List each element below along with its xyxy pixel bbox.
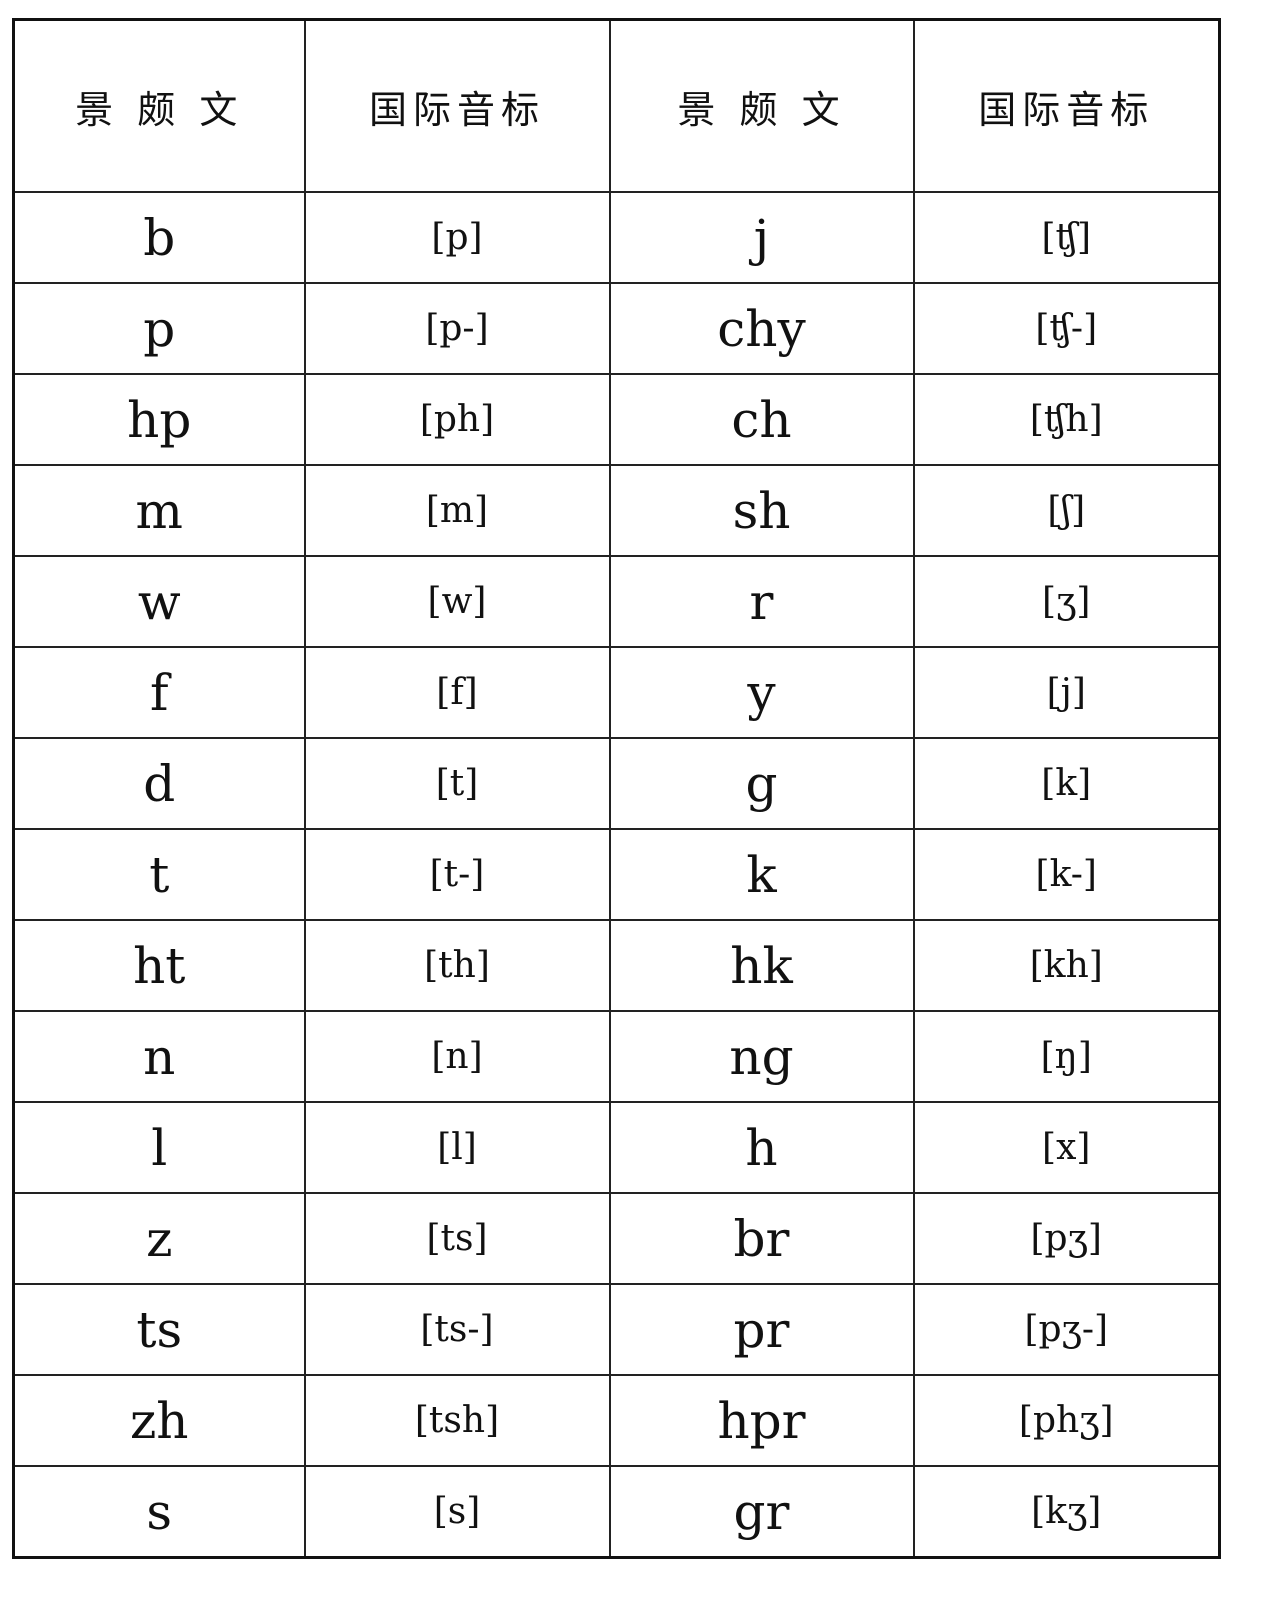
table-row: t [t-] k [k-] [12,828,1221,921]
table-row: zh [tsh] hpr [phʒ] [12,1374,1221,1467]
jingpho-letter: ht [12,919,306,1012]
ipa-symbol: [p] [303,191,611,284]
jingpho-letter: n [12,1010,306,1103]
jingpho-letter: t [12,828,306,921]
ipa-symbol: [pʒ] [912,1192,1221,1285]
jingpho-letter: hpr [608,1374,915,1467]
table-row: p [p-] chy [ʧ-] [12,282,1221,375]
jingpho-letter: g [608,737,915,830]
ipa-symbol: [th] [303,919,611,1012]
ipa-symbol: [k] [912,737,1221,830]
jingpho-letter: y [608,646,915,739]
table-row: w [w] r [ʒ] [12,555,1221,648]
jingpho-letter: gr [608,1465,915,1559]
header-ipa-2: 国际音标 [912,18,1221,193]
jingpho-letter: s [12,1465,306,1559]
jingpho-letter: ch [608,373,915,466]
jingpho-letter: w [12,555,306,648]
ipa-symbol: [t] [303,737,611,830]
header-jingpho-2: 景 颇 文 [608,18,915,193]
jingpho-letter: ts [12,1283,306,1376]
ipa-symbol: [x] [912,1101,1221,1194]
ipa-symbol: [ʧ] [912,191,1221,284]
ipa-symbol: [s] [303,1465,611,1559]
ipa-symbol: [f] [303,646,611,739]
ipa-symbol: [n] [303,1010,611,1103]
jingpho-letter: pr [608,1283,915,1376]
ipa-symbol: [m] [303,464,611,557]
jingpho-letter: j [608,191,915,284]
ipa-symbol: [ŋ] [912,1010,1221,1103]
ipa-symbol: [ʒ] [912,555,1221,648]
table-row: hp [ph] ch [ʧh] [12,373,1221,466]
table-row: ht [th] hk [kh] [12,919,1221,1012]
ipa-symbol: [ts] [303,1192,611,1285]
jingpho-letter: l [12,1101,306,1194]
jingpho-letter: z [12,1192,306,1285]
jingpho-letter: m [12,464,306,557]
ipa-symbol: [ʃ] [912,464,1221,557]
jingpho-letter: p [12,282,306,375]
ipa-symbol: [t-] [303,828,611,921]
ipa-symbol: [tsh] [303,1374,611,1467]
header-ipa-1: 国际音标 [303,18,611,193]
table-row: m [m] sh [ʃ] [12,464,1221,557]
table-row: s [s] gr [kʒ] [12,1465,1221,1559]
ipa-symbol: [w] [303,555,611,648]
table-row: z [ts] br [pʒ] [12,1192,1221,1285]
ipa-symbol: [phʒ] [912,1374,1221,1467]
header-jingpho-1: 景 颇 文 [12,18,306,193]
table-row: b [p] j [ʧ] [12,191,1221,284]
jingpho-letter: k [608,828,915,921]
ipa-symbol: [k-] [912,828,1221,921]
jingpho-letter: d [12,737,306,830]
jingpho-letter: hk [608,919,915,1012]
ipa-symbol: [p-] [303,282,611,375]
jingpho-letter: hp [12,373,306,466]
ipa-symbol: [ts-] [303,1283,611,1376]
jingpho-letter: f [12,646,306,739]
table-row: n [n] ng [ŋ] [12,1010,1221,1103]
jingpho-letter: sh [608,464,915,557]
ipa-symbol: [ʧ-] [912,282,1221,375]
ipa-symbol: [ph] [303,373,611,466]
table-row: ts [ts-] pr [pʒ-] [12,1283,1221,1376]
jingpho-letter: zh [12,1374,306,1467]
jingpho-letter: ng [608,1010,915,1103]
ipa-symbol: [j] [912,646,1221,739]
ipa-symbol: [pʒ-] [912,1283,1221,1376]
jingpho-letter: br [608,1192,915,1285]
table-row: f [f] y [j] [12,646,1221,739]
ipa-symbol: [ʧh] [912,373,1221,466]
jingpho-letter: b [12,191,306,284]
header-row: 景 颇 文 国际音标 景 颇 文 国际音标 [12,18,1221,193]
jingpho-ipa-table: 景 颇 文 国际音标 景 颇 文 国际音标 b [p] j [ʧ] p [p-] chy [ʧ… [12,18,1221,1559]
jingpho-letter: h [608,1101,915,1194]
table-row: l [l] h [x] [12,1101,1221,1194]
jingpho-letter: r [608,555,915,648]
jingpho-letter: chy [608,282,915,375]
ipa-symbol: [l] [303,1101,611,1194]
ipa-symbol: [kh] [912,919,1221,1012]
table-row: d [t] g [k] [12,737,1221,830]
ipa-symbol: [kʒ] [912,1465,1221,1559]
